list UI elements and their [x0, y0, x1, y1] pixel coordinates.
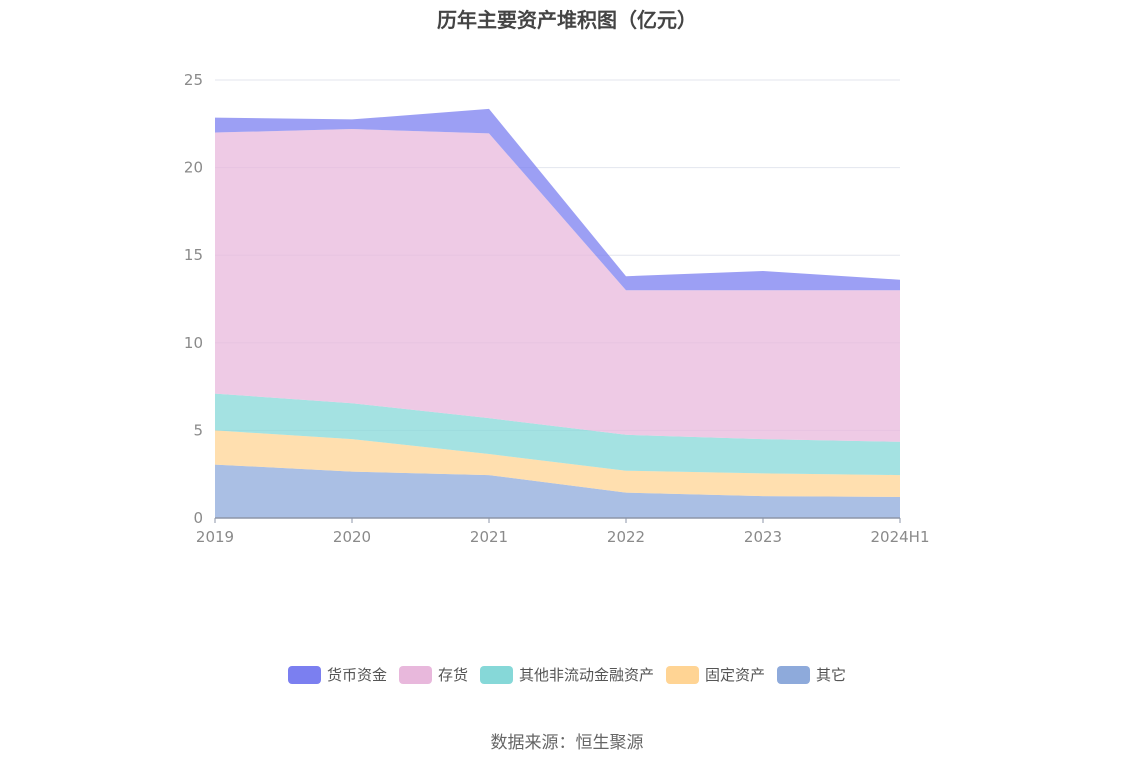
axes: 0 5 10 15 20 25 2019 2020 2021 2022 2023 2024H1: [184, 71, 930, 546]
source-note: 数据来源：恒生聚源: [490, 733, 644, 753]
y-tick-label: 10: [184, 334, 203, 352]
legend-item-fixed-assets[interactable]: 固定资产: [666, 664, 765, 685]
x-tick-label: 2024H1: [871, 528, 930, 546]
legend: 货币资金 存货 其他非流动金融资产 固定资产 其它: [0, 664, 1134, 685]
x-tick-label: 2020: [333, 528, 371, 546]
chart-title: 历年主要资产堆积图（亿元）: [437, 8, 697, 32]
legend-item-inventory[interactable]: 存货: [398, 664, 468, 685]
legend-swatch-fixed-assets: [666, 665, 699, 684]
legend-item-other-noncurrent-financial[interactable]: 其他非流动金融资产: [479, 664, 654, 685]
area-series-2[interactable]: [215, 393, 900, 476]
x-tick-label: 2019: [196, 528, 234, 546]
y-tick-label: 0: [193, 509, 203, 527]
y-tick-label: 15: [184, 246, 203, 264]
area-series-1[interactable]: [215, 430, 900, 497]
legend-swatch-other-noncurrent-financial: [479, 665, 513, 684]
area-series-4[interactable]: [215, 108, 900, 291]
legend-label-cash: 货币资金: [326, 666, 387, 684]
y-tick-label: 25: [184, 71, 203, 89]
y-tick-label: 5: [193, 421, 203, 439]
legend-item-cash[interactable]: 货币资金: [287, 664, 387, 685]
legend-swatch-other: [777, 665, 811, 684]
x-tick-label: 2022: [607, 528, 645, 546]
x-tick-label: 2021: [470, 528, 508, 546]
area-series-0[interactable]: [215, 464, 900, 518]
y-tick-label: 20: [184, 159, 203, 177]
x-tick-label: 2023: [744, 528, 782, 546]
legend-label-other: 其它: [816, 666, 847, 684]
area-series-3[interactable]: [215, 129, 900, 442]
legend-swatch-inventory: [398, 665, 432, 684]
area-series-group: [215, 108, 900, 518]
legend-swatch-cash: [287, 665, 321, 684]
legend-item-other[interactable]: 其它: [777, 664, 846, 685]
legend-label-inventory: 存货: [437, 666, 468, 684]
legend-label-fixed-assets: 固定资产: [705, 666, 766, 684]
legend-label-other-noncurrent-financial: 其他非流动金融资产: [518, 666, 654, 684]
